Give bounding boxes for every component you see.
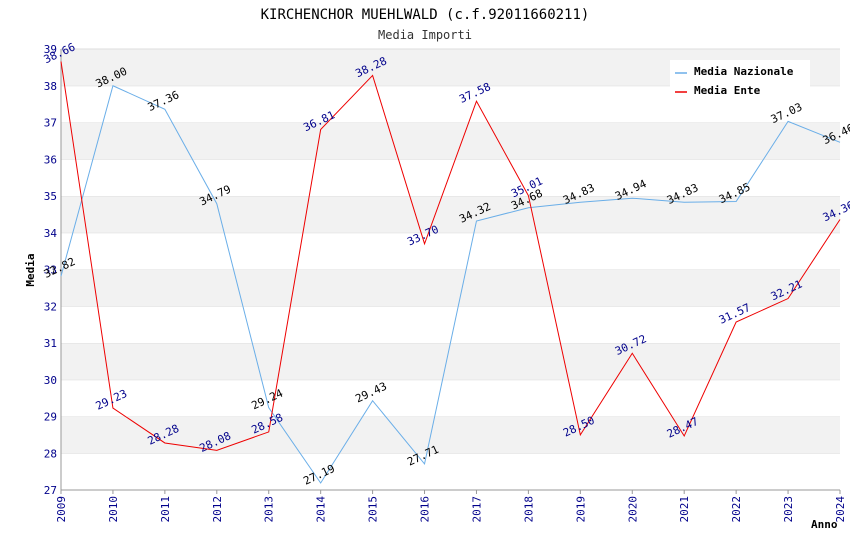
series-line-media-nazionale [60,85,841,484]
grid-band [61,306,840,343]
axes [60,49,840,491]
y-tick-label: 31 [44,337,57,350]
y-tick-label: 37 [44,117,57,130]
x-tick-label: 2022 [730,496,743,523]
chart-subtitle: Media Importi [378,28,472,42]
x-tick-label: 2017 [470,496,483,523]
x-tick-label: 2021 [678,496,691,523]
grid-bands [61,48,840,490]
series-lines [60,61,841,484]
x-tick-label: 2012 [211,496,224,523]
x-tick-label: 2014 [315,496,328,523]
grid-band [61,159,840,196]
y-tick-label: 39 [44,43,57,56]
y-tick-label: 28 [44,447,57,460]
x-tick-label: 2009 [55,496,68,523]
x-tick-label: 2016 [419,496,432,523]
grid-band [61,122,840,160]
x-tick-label: 2013 [263,496,276,523]
x-tick-label: 2020 [626,496,639,523]
y-tick-label: 35 [44,190,57,203]
grid-band [61,269,840,307]
grid-band [61,343,840,380]
x-tick-label: 2011 [159,496,172,523]
legend-label-media-nazionale: Media Nazionale [694,65,794,78]
x-tick-label: 2010 [107,496,120,523]
y-tick-label: 34 [44,227,58,240]
legend-label-media-ente: Media Ente [694,84,761,97]
x-tick-label: 2015 [367,496,380,523]
grid-band [61,379,840,417]
y-axis-ticks: 27 28 29 30 31 32 33 34 35 36 37 38 39 [44,43,58,497]
grid-band [61,453,840,490]
legend: Media Nazionale Media Ente [670,60,810,100]
y-axis-label: Media [24,253,37,286]
x-axis-ticks: 2009 2010 2011 2012 2013 2014 2015 2016 2017 2018… [55,490,847,523]
x-tick-label: 2023 [782,496,795,523]
y-tick-label: 32 [44,300,57,313]
y-tick-label: 29 [44,411,57,424]
y-tick-label: 38 [44,80,57,93]
x-tick-label: 2019 [574,496,587,523]
y-tick-label: 33 [44,264,57,277]
chart-title: KIRCHENCHOR MUEHLWALD (c.f.92011660211) [261,7,590,23]
grid-band [61,232,840,270]
x-tick-label: 2018 [522,496,535,523]
series-line-media-ente [60,61,841,451]
x-tick-label: 2024 [834,496,847,523]
x-axis-label: Anno [811,518,838,531]
y-tick-label: 30 [44,374,57,387]
y-tick-label: 27 [44,484,57,497]
y-tick-label: 36 [44,153,57,166]
